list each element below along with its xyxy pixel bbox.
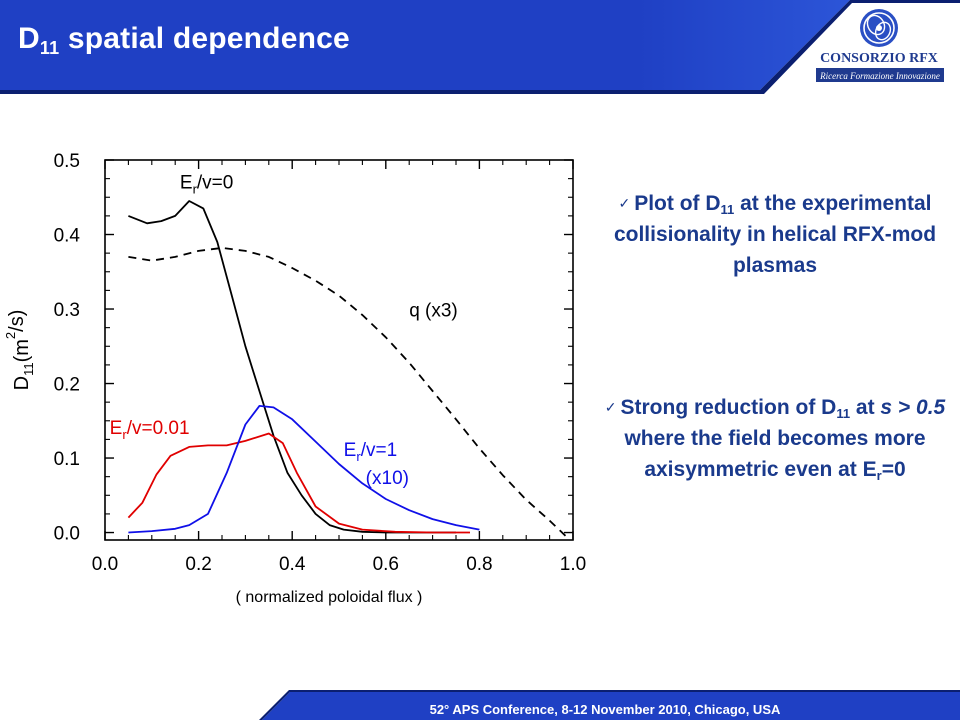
bullet-2-subscript-1: 11 [836, 406, 851, 421]
bullet-plot-description: ✓ Plot of D11 at the experimental collisi… [600, 188, 950, 281]
x-tick-label: 0.0 [92, 554, 118, 575]
series-line [127, 432, 470, 534]
slide-title-main: D [18, 22, 40, 55]
footer-text: 52° APS Conference, 8-12 November 2010, … [429, 702, 781, 717]
series-line [128, 247, 569, 540]
d11-chart: 0.0 0.2 0.4 0.6 0.8 1.0 0.0 0.1 0.2 0.3 0.4 0.5 D11(… [3, 151, 586, 606]
check-icon: ✓ [618, 195, 631, 211]
bullet-1-text-a: Plot of D [634, 192, 721, 215]
x-tick-label: 0.8 [466, 554, 492, 575]
series-label: q (x3) [409, 300, 458, 321]
series-label: Er/v=1 [344, 440, 397, 464]
y-tick-label: 0.2 [54, 375, 80, 396]
series-line [128, 404, 480, 534]
series-label: Er/v=0.01 [110, 418, 190, 442]
consorzio-rfx-logo: CONSORZIO RFX Ricerca Formazione Innovaz… [816, 9, 944, 82]
bullet-1-subscript: 11 [720, 202, 735, 217]
logo-tagline-bar [816, 68, 944, 82]
bullet-2-text-b: at [850, 396, 881, 419]
y-tick-label: 0.3 [54, 300, 80, 321]
bullet-2-text-c: where the field becomes more axisymmetri… [624, 427, 926, 481]
y-tick-label: 0.5 [54, 151, 80, 172]
slide-title-rest: spatial dependence [59, 22, 350, 55]
logo-emblem [860, 9, 898, 47]
series-label: Er/v=0 [180, 172, 233, 196]
x-tick-label: 0.2 [185, 554, 211, 575]
bullet-2-text-d: =0 [881, 458, 906, 481]
bullet-2-italic: s > 0.5 [880, 396, 946, 419]
slide-title: D11 spatial dependence [18, 22, 350, 59]
plot-frame [104, 159, 574, 541]
footer-band [259, 690, 960, 720]
y-axis-label: D11(m2/s) [3, 310, 36, 391]
y-tick-label: 0.4 [54, 226, 81, 247]
x-tick-label: 1.0 [560, 554, 586, 575]
slide-title-subscript: 11 [39, 38, 60, 58]
x-axis-label: ( normalized poloidal flux ) [236, 589, 423, 606]
bullet-1-text-b: at the experimental collisionality in he… [613, 192, 937, 277]
logo-tagline: Ricerca Formazione Innovazione [819, 71, 940, 81]
logo-name: CONSORZIO RFX [820, 51, 938, 66]
x-tick-label: 0.4 [279, 554, 306, 575]
check-icon: ✓ [604, 399, 617, 415]
header-band [0, 0, 960, 94]
bullet-2-text-a: Strong reduction of D [620, 396, 837, 419]
series-label-line2: (x10) [366, 468, 409, 489]
bullet-2-subscript-2: r [876, 468, 882, 483]
x-tick-label: 0.6 [373, 554, 399, 575]
y-tick-label: 0.1 [54, 449, 80, 470]
y-tick-label: 0.0 [54, 524, 80, 545]
bullet-reduction-note: ✓ Strong reduction of D11 at s > 0.5 wher… [600, 392, 950, 485]
